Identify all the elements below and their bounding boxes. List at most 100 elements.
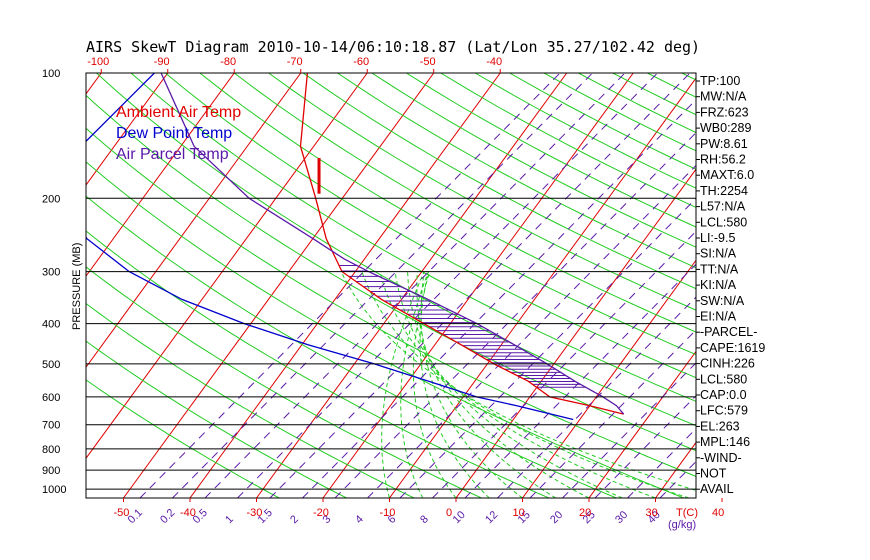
top-temp-tick-label: -50: [420, 56, 436, 68]
dry-adiabat-line: [86, 302, 415, 498]
dry-adiabat-line: [647, 73, 696, 98]
moist-adiabat-line: [407, 271, 590, 498]
mixing-ratio-line: [367, 164, 696, 498]
bottom-temp-tick-label: 10: [513, 507, 525, 519]
isotherm-line: [189, 73, 501, 498]
top-temp-tick-label: -100: [87, 56, 109, 68]
dry-adiabat-line: [785, 73, 870, 498]
index-label: KI:N/A: [700, 278, 737, 292]
temp-unit-label: T(C): [676, 507, 698, 519]
grid-lines: [0, 73, 870, 498]
index-label: TT:N/A: [700, 262, 739, 276]
index-label: LCL:580: [700, 215, 747, 229]
index-label: LI:-9.5: [700, 231, 735, 245]
mixing-ratio-tick-label: 2: [288, 513, 301, 526]
index-label: L57:N/A: [700, 200, 746, 214]
mixing-ratio-tick-label: 10: [451, 509, 468, 526]
index-label: -PARCEL-: [700, 325, 757, 339]
mixing-ratio-line: [399, 197, 696, 498]
isotherm-line: [123, 73, 435, 498]
dry-adiabat-line: [86, 161, 684, 498]
legend: Ambient Air Temp Dew Point Temp Air Parc…: [116, 104, 241, 163]
dry-adiabat-line: [130, 73, 696, 402]
pressure-tick-label: 700: [42, 420, 60, 432]
moist-adiabat-line: [361, 271, 689, 498]
isotherm-line: [86, 73, 368, 460]
isotherm-line: [588, 350, 696, 498]
bottom-temp-tick-label: 0: [446, 507, 452, 519]
pressure-tick-label: 1000: [42, 484, 66, 496]
mixing-ratio-line: [139, 73, 561, 498]
index-label: EI:N/A: [700, 310, 737, 324]
moist-adiabat-line: [379, 271, 656, 498]
y-axis-label: PRESSURE (MB): [71, 243, 83, 330]
mixing-ratio-tick-label: 0.2: [158, 507, 177, 526]
dry-adiabat-line: [233, 73, 696, 333]
bottom-temp-tick-label: 40: [712, 507, 724, 519]
index-label: SI:N/A: [700, 247, 737, 261]
dry-adiabat-line: [268, 73, 696, 311]
mixing-ratio-tick-label: 4: [353, 513, 366, 526]
isotherm-line: [86, 73, 302, 369]
index-label: -WIND-: [700, 451, 742, 465]
mixing-ratio-line: [464, 263, 696, 498]
bottom-temp-tick-label: -10: [380, 507, 396, 519]
index-label: TH:2254: [700, 184, 748, 198]
isotherm-line: [86, 73, 235, 277]
isotherm-line: [322, 73, 634, 498]
index-label: FRZ:623: [700, 105, 749, 119]
bottom-temp-tick-label: -50: [114, 507, 130, 519]
top-temp-tick-label: -80: [220, 56, 236, 68]
mixing-ratio-line: [529, 329, 696, 498]
bottom-temp-tick-label: -40: [180, 507, 196, 519]
index-label: CINH:226: [700, 357, 755, 371]
top-temp-tick-label: -60: [353, 56, 369, 68]
top-temp-tick-label: -70: [287, 56, 303, 68]
pressure-tick-label: 100: [42, 68, 60, 80]
mixing-ratio-line: [302, 99, 696, 498]
dry-adiabat-line: [371, 73, 696, 248]
plot-axes: [85, 69, 723, 502]
mixing-ratio-tick-label: 12: [483, 509, 500, 526]
dry-adiabat-line: [86, 230, 550, 498]
mixing-ratio-tick-label: 1: [223, 513, 236, 526]
moist-adiabat-line: [394, 271, 623, 498]
dry-adiabat-line: [86, 340, 347, 498]
moist-adiabat-line: [416, 271, 557, 498]
index-label: MAXT:6.0: [700, 168, 754, 182]
index-label: MPL:146: [700, 435, 750, 449]
mixing-ratio-line: [334, 131, 696, 498]
parcel-temp-line: [160, 73, 625, 415]
mixing-ratio-line: [172, 73, 593, 498]
dry-adiabat-line: [86, 379, 280, 498]
index-label: WB0:289: [700, 121, 751, 135]
isotherm-line: [522, 259, 696, 498]
index-label: CAP:0.0: [700, 388, 747, 402]
index-label: TP:100: [700, 74, 740, 88]
chart-title: AIRS SkewT Diagram 2010-10-14/06:10:18.8…: [86, 38, 700, 56]
pressure-tick-label: 500: [42, 359, 60, 371]
dry-adiabat-line: [86, 127, 696, 477]
cape-hatch: [339, 264, 586, 388]
isotherm-line: [0, 73, 35, 498]
mixing-ratio-line: [497, 296, 696, 498]
pressure-tick-label: 600: [42, 392, 60, 404]
index-label: AVAIL: [700, 482, 734, 496]
mixing-ratio-tick-label: 20: [548, 509, 565, 526]
pressure-tick-label: 900: [42, 465, 60, 477]
top-temp-tick-label: -90: [154, 56, 170, 68]
bottom-temp-tick-label: 30: [646, 507, 658, 519]
legend-ambient: Ambient Air Temp: [116, 104, 241, 121]
index-label: NOT: [700, 467, 727, 481]
dry-adiabat-line: [86, 195, 617, 498]
dry-adiabat-line: [302, 73, 696, 290]
pressure-tick-label: 300: [42, 267, 60, 279]
bottom-temp-tick-label: 20: [579, 507, 591, 519]
mixing-ratio-tick-label: 8: [418, 513, 431, 526]
index-label: EL:263: [700, 419, 740, 433]
pressure-tick-label: 800: [42, 444, 60, 456]
isotherm-line: [789, 73, 870, 498]
bottom-temp-tick-label: -20: [313, 507, 329, 519]
